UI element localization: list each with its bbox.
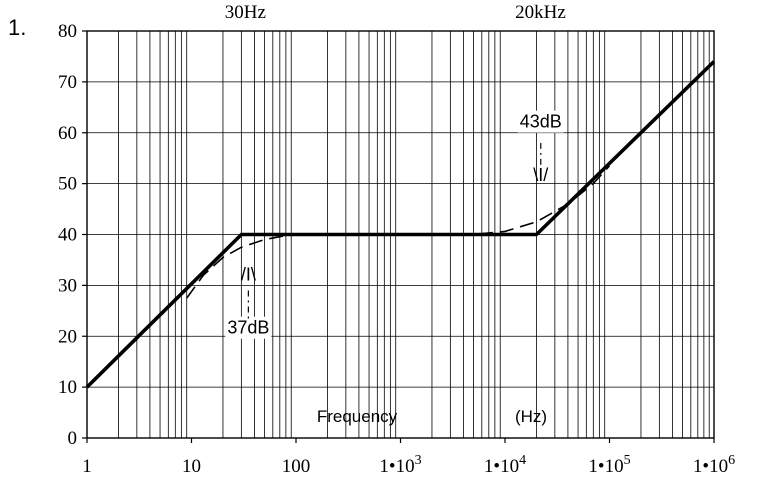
top-label: 30Hz	[225, 2, 266, 23]
y-tick-label: 20	[58, 326, 77, 347]
series-lines	[85, 60, 716, 389]
x-tick-label: 1•104	[484, 453, 526, 477]
annotation-arrow: \I/	[533, 165, 548, 185]
x-tick-label: 1•105	[588, 453, 630, 477]
annotation-db-label: 37dB	[227, 318, 269, 338]
x-tick-exponent: 3	[415, 453, 422, 468]
annotation-background	[517, 110, 564, 133]
y-tick-label: 30	[58, 275, 77, 296]
y-axis-ticks: 0 10 20 30 40 50 60 70 80	[58, 21, 87, 449]
y-tick-label: 40	[58, 225, 77, 246]
x-tick-exponent: 6	[728, 453, 735, 468]
x-axis-unit: (Hz)	[515, 407, 547, 426]
top-labels: 30Hz 20kHz	[225, 2, 566, 23]
x-axis-label: Frequency	[317, 407, 398, 426]
y-tick-label: 10	[58, 377, 77, 398]
x-tick-label: 10	[182, 456, 201, 477]
x-tick-label: 1	[82, 456, 92, 477]
y-tick-label: 70	[58, 72, 77, 93]
y-tick-label: 80	[58, 21, 77, 42]
x-tick-label: 1•103	[379, 453, 421, 477]
x-axis-ticks: 1 10 100 1•103 1•104 1•105 1•106	[82, 438, 735, 477]
annotation-background	[225, 316, 272, 339]
figure-number: 1.	[8, 15, 26, 40]
x-tick-label: 1•106	[693, 453, 735, 477]
y-tick-label: 50	[58, 174, 77, 195]
x-tick-exponent: 4	[519, 453, 526, 468]
series-line-dashed	[186, 165, 611, 299]
y-tick-label: 60	[58, 123, 77, 144]
annotation-arrow: /I\	[241, 264, 256, 284]
annotations: 37dB 43dB/I\ \I/	[225, 110, 564, 339]
series-line-solid	[85, 60, 716, 389]
y-tick-label: 0	[68, 428, 78, 449]
annotation-db-label: 43dB	[520, 112, 562, 132]
x-tick-label: 100	[282, 456, 311, 477]
x-tick-exponent: 5	[624, 453, 631, 468]
top-label: 20kHz	[515, 2, 566, 23]
